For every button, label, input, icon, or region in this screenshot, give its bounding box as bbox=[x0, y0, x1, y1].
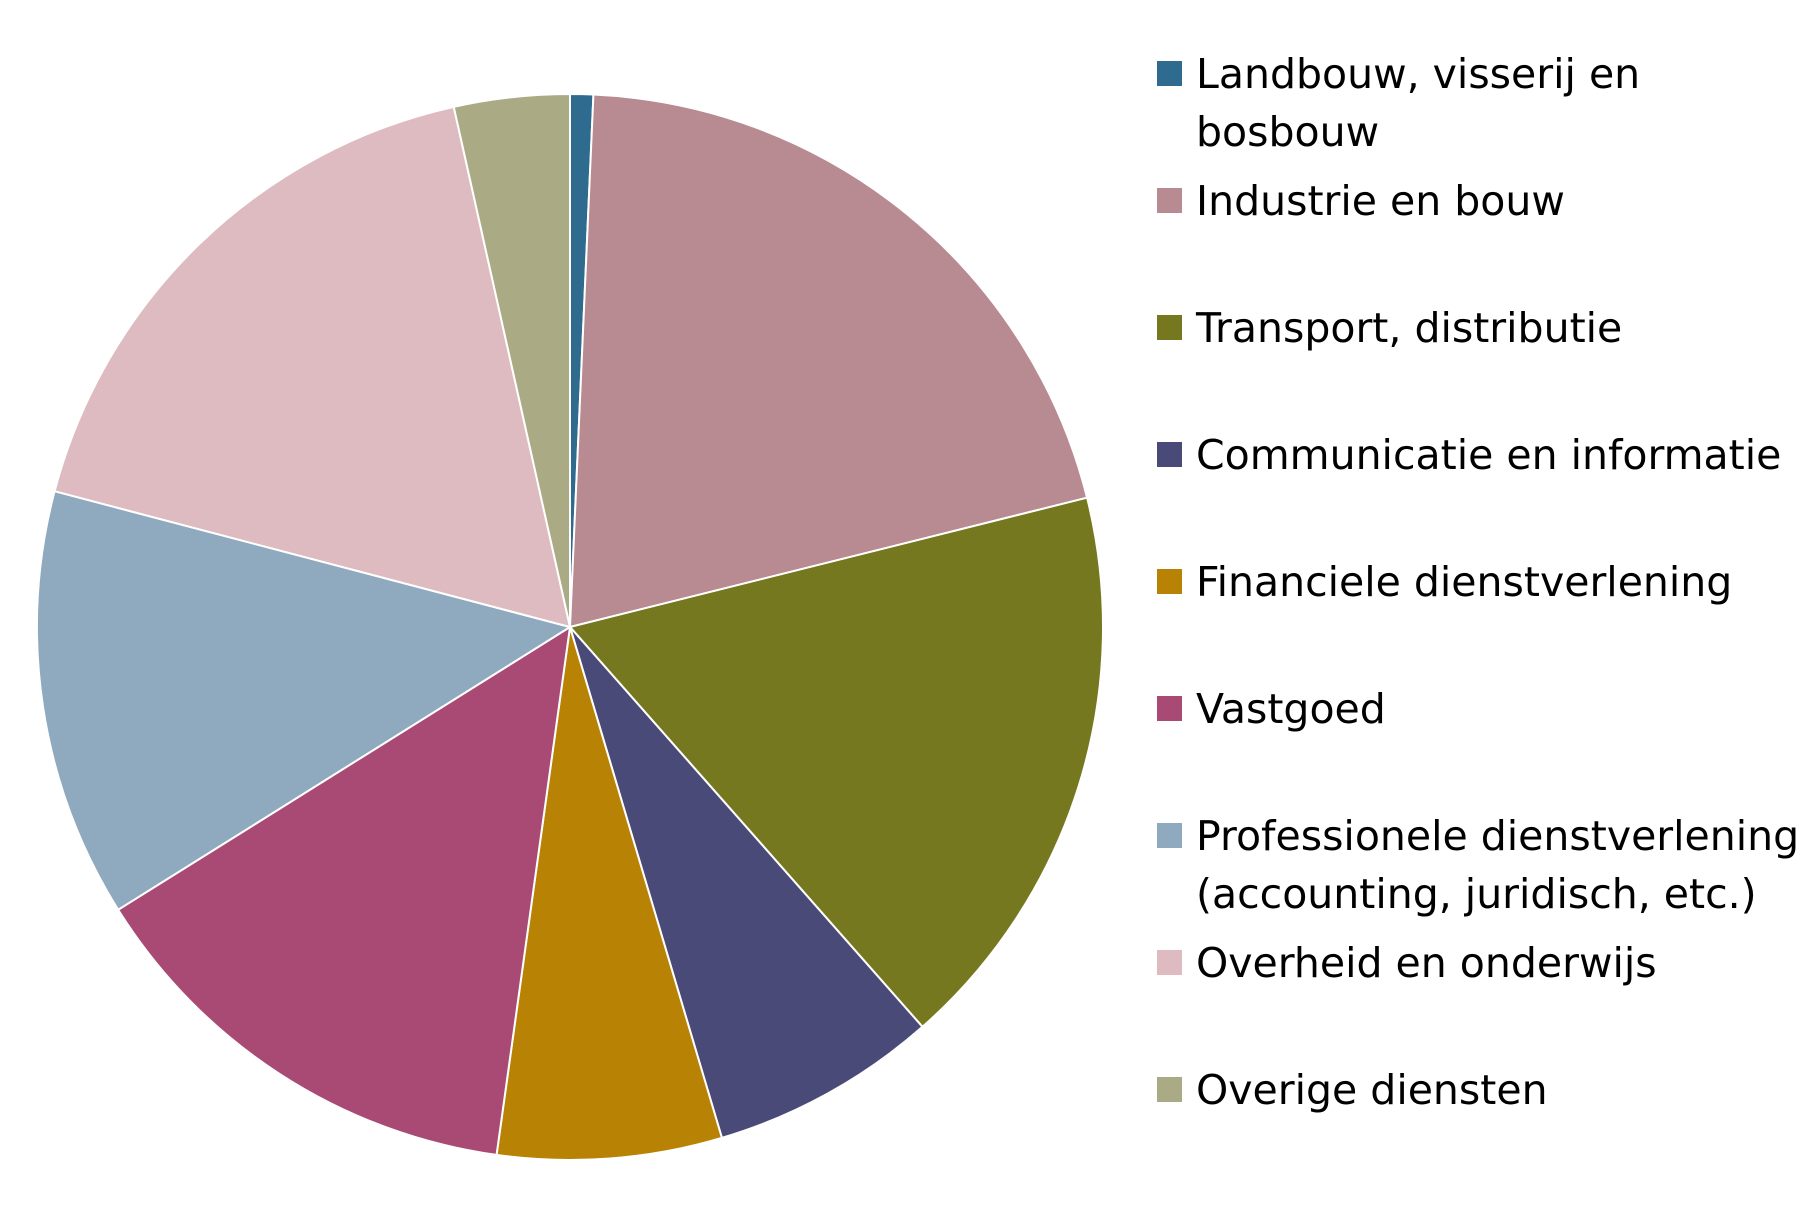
legend-label-2: Transport, distributie bbox=[1195, 304, 1622, 352]
legend-item-0: Landbouw, visserij en bosbouw bbox=[1157, 50, 1640, 156]
legend-label-4: Financiele dienstverlening bbox=[1196, 558, 1732, 606]
pie-slice-4 bbox=[495, 626, 724, 1161]
legend-label-6-line-1: (accounting, juridisch, etc.) bbox=[1196, 870, 1757, 918]
legend-item-7: Overheid en onderwijs bbox=[1157, 939, 1657, 987]
pie-slices bbox=[36, 92, 1105, 1161]
legend-swatch-2 bbox=[1157, 315, 1182, 340]
legend-item-3: Communicatie en informatie bbox=[1157, 431, 1781, 479]
pie-slice-1 bbox=[568, 93, 1089, 629]
legend-item-5: Vastgoed bbox=[1157, 685, 1386, 733]
legend-label-6-line-0: Professionele dienstverlening bbox=[1196, 812, 1799, 860]
legend-swatch-3 bbox=[1157, 442, 1182, 467]
legend-swatch-4 bbox=[1157, 569, 1182, 594]
legend-item-6: Professionele dienstverlening (accounting… bbox=[1157, 812, 1799, 918]
legend-swatch-7 bbox=[1157, 950, 1182, 975]
legend-swatch-5 bbox=[1157, 696, 1182, 721]
pie-slice-8 bbox=[452, 92, 571, 628]
legend-item-4: Financiele dienstverlening bbox=[1157, 558, 1732, 606]
pie-slice-5 bbox=[116, 625, 572, 1157]
legend: Landbouw, visserij en bosbouw Industrie en… bbox=[1157, 50, 1799, 1114]
legend-label-3: Communicatie en informatie bbox=[1196, 431, 1781, 479]
pie-slice-2 bbox=[568, 496, 1105, 1029]
legend-label-1: Industrie en bouw bbox=[1196, 177, 1565, 225]
legend-label-0-line-1: bosbouw bbox=[1196, 108, 1379, 156]
legend-item-2: Transport, distributie bbox=[1157, 304, 1622, 352]
legend-label-0-line-0: Landbouw, visserij en bbox=[1196, 50, 1640, 98]
pie-slice-6 bbox=[36, 489, 573, 912]
legend-swatch-8 bbox=[1157, 1077, 1182, 1102]
legend-label-8: Overige diensten bbox=[1196, 1066, 1548, 1114]
legend-swatch-0 bbox=[1157, 61, 1182, 86]
pie-slice-3 bbox=[569, 626, 924, 1140]
pie-slice-7 bbox=[53, 105, 572, 629]
legend-item-1: Industrie en bouw bbox=[1157, 177, 1565, 225]
legend-swatch-1 bbox=[1157, 188, 1182, 213]
legend-label-5: Vastgoed bbox=[1196, 685, 1386, 733]
legend-item-8: Overige diensten bbox=[1157, 1066, 1548, 1114]
legend-label-7: Overheid en onderwijs bbox=[1196, 939, 1657, 987]
legend-swatch-6 bbox=[1157, 823, 1182, 848]
